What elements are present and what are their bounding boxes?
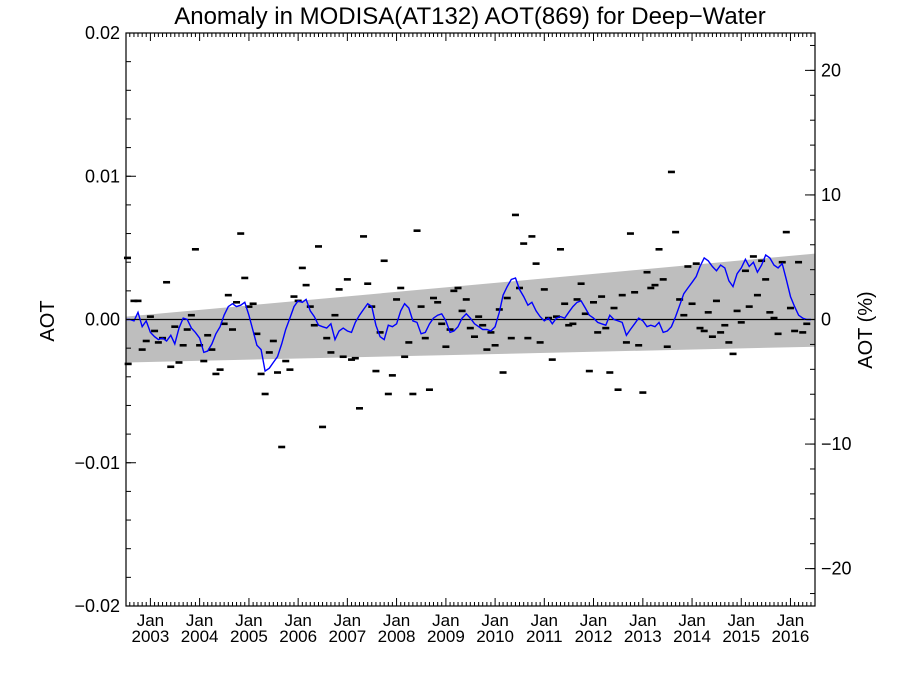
- y-tick-label-right: −10: [821, 434, 852, 454]
- y-tick-label-left: −0.02: [74, 596, 120, 616]
- y-tick-label-left: 0.01: [85, 166, 120, 186]
- x-tick-label-year: 2011: [526, 627, 563, 646]
- x-tick-label-month: Jan: [580, 611, 607, 630]
- x-tick-label-month: Jan: [383, 611, 410, 630]
- x-tick-label-year: 2005: [230, 627, 268, 646]
- x-tick-label-month: Jan: [235, 611, 262, 630]
- x-tick-label-year: 2004: [181, 627, 219, 646]
- y-tick-label-right: 10: [821, 185, 841, 205]
- y-axis-label-left: AOT: [37, 300, 59, 341]
- x-tick-label-year: 2014: [673, 627, 711, 646]
- y-axis-label-right: AOT (%): [855, 291, 877, 368]
- x-tick-label-year: 2009: [427, 627, 465, 646]
- x-tick-label-year: 2010: [476, 627, 514, 646]
- x-tick-label-year: 2012: [575, 627, 613, 646]
- x-tick-label-year: 2015: [722, 627, 760, 646]
- x-tick-label-year: 2016: [772, 627, 810, 646]
- x-tick-label-month: Jan: [629, 611, 656, 630]
- y-tick-label-right: −20: [821, 559, 852, 579]
- y-tick-label-left: −0.01: [74, 453, 120, 473]
- x-tick-label-year: 2008: [378, 627, 416, 646]
- x-tick-label-month: Jan: [678, 611, 705, 630]
- x-tick-label-year: 2006: [279, 627, 317, 646]
- y-tick-label-right: 20: [821, 60, 841, 80]
- y-tick-label-right: 0: [821, 310, 831, 330]
- plot-area: −0.02−0.010.000.010.02−20−1001020Jan2003…: [74, 23, 851, 646]
- x-tick-label-year: 2007: [328, 627, 366, 646]
- x-tick-label-month: Jan: [186, 611, 213, 630]
- x-tick-label-month: Jan: [728, 611, 755, 630]
- y-tick-label-left: 0.00: [85, 310, 120, 330]
- x-tick-label-month: Jan: [432, 611, 459, 630]
- x-tick-label-month: Jan: [777, 611, 804, 630]
- x-tick-label-year: 2003: [131, 627, 169, 646]
- uncertainty-band: [126, 253, 815, 363]
- x-tick-label-month: Jan: [137, 611, 164, 630]
- smoothed-anomaly-line: [126, 253, 811, 373]
- y-tick-label-left: 0.02: [85, 23, 120, 43]
- x-tick-label-month: Jan: [284, 611, 311, 630]
- x-tick-label-month: Jan: [481, 611, 508, 630]
- x-tick-label-month: Jan: [531, 611, 558, 630]
- chart-title: Anomaly in MODISA(AT132) AOT(869) for De…: [174, 3, 766, 30]
- x-tick-label-year: 2013: [624, 627, 662, 646]
- x-tick-label-month: Jan: [334, 611, 361, 630]
